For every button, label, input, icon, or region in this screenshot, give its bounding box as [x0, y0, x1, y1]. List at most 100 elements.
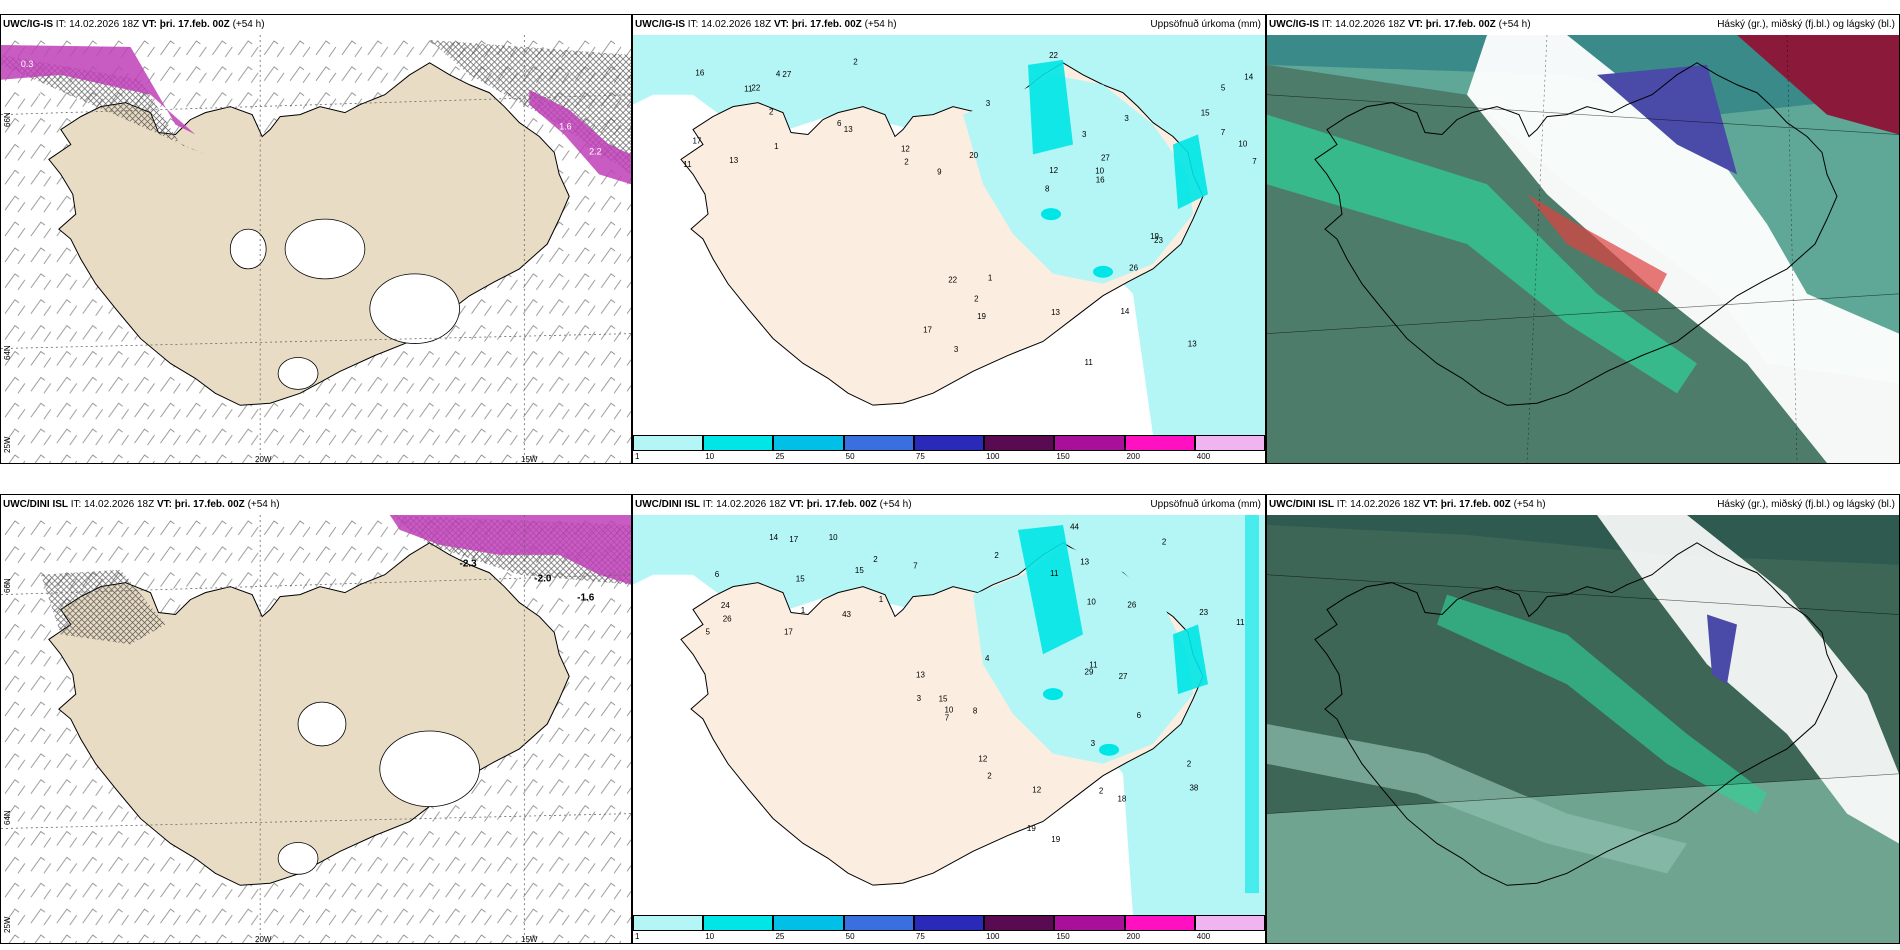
precip-value: 13	[1188, 340, 1197, 349]
panel-header: UWC/IG-IS IT: 14.02.2026 18Z VT: þri. 17…	[635, 17, 1261, 33]
init-time: 14.02.2026 18Z	[1350, 499, 1421, 510]
lead-time: (+54 h)	[864, 19, 897, 30]
field-title: Háský (gr.), miðský (fj.bl.) og lágský (…	[1717, 499, 1895, 510]
init-label: IT:	[687, 19, 699, 30]
map-panel-igis-precip: UWC/IG-IS IT: 14.02.2026 18Z VT: þri. 17…	[632, 14, 1266, 464]
colorbar-swatch	[633, 915, 704, 931]
precip-value: 4	[985, 654, 990, 663]
precip-value: 10	[829, 533, 838, 542]
map-area	[1267, 35, 1899, 463]
colorbar-swatch	[1054, 435, 1125, 451]
precip-value: 27	[1101, 153, 1110, 162]
precip-value: 4	[776, 70, 781, 79]
lead-time: (+54 h)	[232, 19, 265, 30]
colorbar-swatch	[984, 435, 1055, 451]
panel-header: UWC/IG-IS IT: 14.02.2026 18Z VT: þri. 17…	[3, 17, 627, 33]
precip-value: 12	[901, 145, 910, 154]
map-panel-dini-clouds: UWC/DINI ISL IT: 14.02.2026 18Z VT: þri.…	[1266, 494, 1900, 944]
precip-value: 3	[954, 345, 959, 354]
init-time: 14.02.2026 18Z	[69, 19, 140, 30]
precip-value: 17	[693, 137, 702, 146]
precip-value: 13	[844, 125, 853, 134]
colorbar-swatch	[1124, 435, 1195, 451]
wind-map: 0.3 0.6 1.6 2.2	[1, 35, 631, 463]
wind-value: 0.6	[29, 89, 41, 99]
precip-value: 26	[1127, 600, 1136, 609]
valid-time: VT: þri. 17.feb. 00Z	[1422, 499, 1511, 510]
lat-label-64: 64N	[3, 810, 12, 825]
precip-value: 2	[904, 158, 909, 167]
precip-value: 2	[994, 551, 999, 560]
precip-value: 14	[1244, 72, 1253, 81]
precip-value: 13	[1080, 557, 1089, 566]
precip-value: 7	[1221, 128, 1226, 137]
colorbar-swatch	[913, 915, 985, 931]
panel-header: UWC/IG-IS IT: 14.02.2026 18Z VT: þri. 17…	[1269, 17, 1895, 33]
precip-value: 27	[1119, 672, 1128, 681]
colorbar-swatch	[633, 435, 704, 451]
panel-header: UWC/DINI ISL IT: 14.02.2026 18Z VT: þri.…	[3, 497, 627, 513]
map-panel-igis-clouds: UWC/IG-IS IT: 14.02.2026 18Z VT: þri. 17…	[1266, 14, 1900, 464]
field-title: Háský (gr.), miðský (fj.bl.) og lágský (…	[1717, 19, 1895, 30]
precip-value: 1	[801, 606, 806, 615]
lon-label-15: 15W	[521, 935, 538, 944]
map-area: 5 2 2 2 3 4 24 12 23 15 15 44 43 29 19 14 38 13 26 19 18 17 11…	[633, 515, 1265, 915]
precip-value: 15	[855, 566, 864, 575]
colorbar-swatch	[1194, 915, 1265, 931]
wind-value: 0.3	[21, 59, 33, 69]
wind-value: -2.3	[460, 559, 478, 570]
precip-value: 3	[1091, 739, 1096, 748]
precip-value: 17	[789, 535, 798, 544]
valid-time: VT: þri. 17.feb. 00Z	[141, 19, 230, 30]
lat-label-66: 66N	[3, 112, 12, 127]
precip-value: 15	[1201, 108, 1210, 117]
precip-value: 22	[1049, 51, 1058, 60]
colorbar-swatch	[703, 915, 774, 931]
precip-value: 20	[969, 151, 978, 160]
precip-value: 9	[937, 167, 942, 176]
precip-values: 5222342412231515444329191438132619181711…	[706, 522, 1246, 844]
init-time: 14.02.2026 18Z	[84, 499, 155, 510]
valid-time: VT: þri. 17.feb. 00Z	[1407, 19, 1496, 30]
map-panel-igis-wind: UWC/IG-IS IT: 14.02.2026 18Z VT: þri. 17…	[0, 14, 632, 464]
precip-value: 11	[1085, 358, 1094, 367]
precip-value: 23	[1199, 608, 1208, 617]
colorbar-tick: 150	[1056, 452, 1070, 461]
precip-value: 26	[723, 614, 732, 623]
precip-value: 2	[1187, 760, 1192, 769]
colorbar-tick: 400	[1196, 932, 1211, 941]
precip-value: 14	[769, 533, 778, 542]
precip-value: 15	[939, 694, 948, 703]
wind-value: 2.2	[589, 146, 601, 156]
precip-value: 38	[1190, 784, 1199, 793]
map-area: 0.3 0.6 1.6 2.2	[1, 35, 631, 463]
cloud-map	[1267, 515, 1899, 943]
precip-value: 2	[873, 555, 878, 564]
precip-value: 19	[1150, 232, 1159, 241]
precip-value: 1	[988, 273, 993, 282]
colorbar-tick: 100	[986, 452, 1000, 461]
precip-value: 2	[769, 108, 774, 117]
colorbar-swatch	[773, 435, 844, 451]
map-area: 2 9 5 2 3 3 4 3 22 22 17 19 27 27 23 16 22 7 6 7 8 1 12 3 2 1 13 12…	[633, 35, 1265, 435]
model-name: UWC/DINI ISL	[635, 499, 700, 510]
precip-value: 11	[1236, 618, 1245, 627]
precip-value: 2	[987, 771, 992, 780]
precip-value: 13	[1051, 308, 1060, 317]
precip-value: 24	[721, 601, 730, 610]
precip-value: 17	[923, 326, 932, 335]
precip-value: 6	[1137, 711, 1142, 720]
init-time: 14.02.2026 18Z	[716, 499, 787, 510]
precip-value: 3	[1082, 130, 1087, 139]
precip-value: 13	[729, 156, 738, 165]
precip-value: 10	[1087, 597, 1096, 606]
precip-value: 19	[1027, 824, 1036, 833]
precip-value: 7	[1252, 157, 1257, 166]
precip-value: 27	[782, 70, 791, 79]
precip-value: 5	[706, 627, 711, 636]
init-label: IT:	[702, 499, 714, 510]
precip-value: 16	[695, 69, 704, 78]
precip-value: 6	[837, 119, 842, 128]
colorbar-swatch	[913, 435, 985, 451]
colorbar-tick: 10	[705, 932, 715, 941]
